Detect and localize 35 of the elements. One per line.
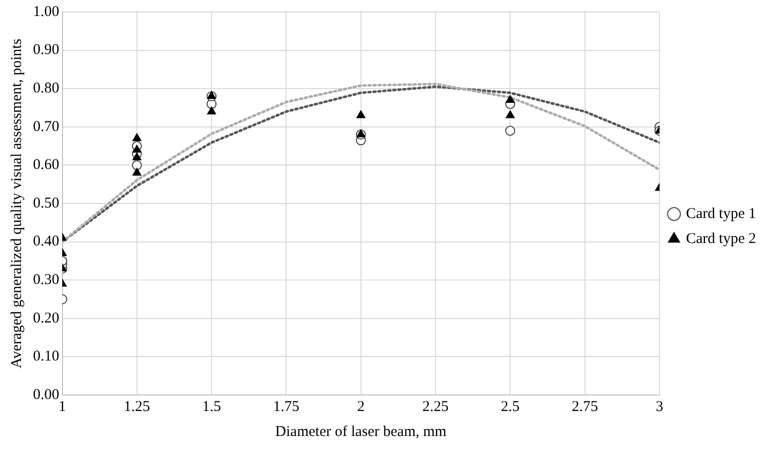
y-tick-label: 0.20 xyxy=(33,310,60,326)
y-tick-label: 0.80 xyxy=(33,80,60,97)
point xyxy=(356,110,366,118)
x-tick-label: 2.75 xyxy=(572,398,598,415)
legend-label: Card type 2 xyxy=(686,230,756,247)
point xyxy=(356,130,366,138)
point xyxy=(506,110,515,118)
y-tick-label: 0.50 xyxy=(33,195,60,212)
x-tick-label: 2.5 xyxy=(500,398,520,415)
x-tick-label: 1.75 xyxy=(273,398,300,415)
x-tick-label: 3 xyxy=(656,398,664,415)
y-tick-label: 0.00 xyxy=(33,386,60,403)
y-tick-label: 1.00 xyxy=(33,4,60,20)
point xyxy=(132,168,142,176)
y-tick-label: 0.30 xyxy=(33,272,60,288)
x-axis-title: Diameter of laser beam, mm xyxy=(275,424,447,440)
point xyxy=(505,126,516,136)
x-tick-label: 2 xyxy=(357,398,365,415)
point xyxy=(207,106,216,114)
y-axis-title: Averaged generalized quality visual assessment, points xyxy=(8,38,25,368)
y-tick-label: 0.10 xyxy=(33,348,60,365)
point xyxy=(506,95,515,103)
y-tick-label: 0.40 xyxy=(33,234,60,250)
x-tick-label: 1 xyxy=(58,398,66,415)
point xyxy=(132,133,142,142)
x-tick-label: 2.25 xyxy=(422,398,449,415)
y-tick-label: 0.70 xyxy=(33,118,60,135)
x-tick-label: 1.5 xyxy=(202,398,221,415)
x-tick-label: 1.25 xyxy=(124,398,150,415)
y-tick-label: 0.90 xyxy=(33,42,60,58)
point xyxy=(132,144,142,153)
point xyxy=(132,160,142,170)
point xyxy=(132,152,142,160)
y-tick-label: 0.60 xyxy=(33,157,60,174)
legend-label: Card type 1 xyxy=(686,206,756,222)
